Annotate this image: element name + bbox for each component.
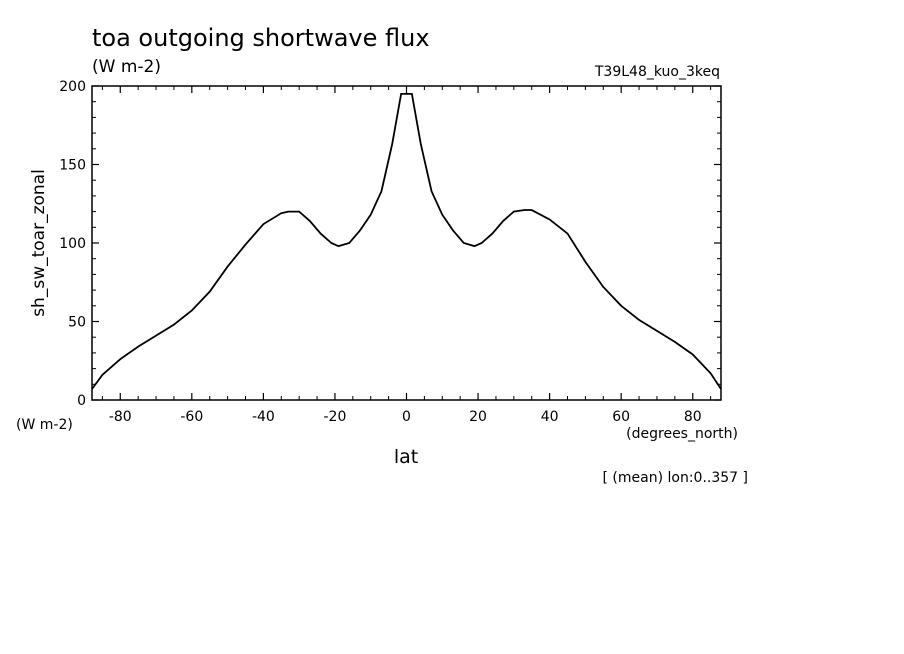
y-tick-labels: 0 50 100 150 200 — [59, 79, 86, 409]
x-axis-label: lat — [394, 446, 418, 468]
x-tick-label: -80 — [109, 409, 132, 425]
plot-frame — [91, 85, 722, 401]
y-axis-units: (W m-2) — [16, 417, 73, 433]
averaging-note: [ (mean) lon:0..357 ] — [603, 470, 748, 486]
y-tick-label: 150 — [59, 158, 86, 174]
x-tick-labels: -80 -60 -40 -20 0 20 40 60 80 — [109, 409, 702, 425]
x-tick-label: 40 — [541, 409, 559, 425]
series-line — [91, 92, 722, 390]
x-tick-label: 60 — [612, 409, 630, 425]
x-axis-units: (degrees_north) — [626, 426, 738, 442]
tick-marks — [92, 85, 721, 401]
experiment-label: T39L48_kuo_3keq — [594, 64, 720, 80]
x-tick-label: -20 — [324, 409, 347, 425]
y-tick-label: 0 — [77, 393, 86, 409]
x-tick-label: 80 — [684, 409, 702, 425]
y-tick-label: 200 — [59, 79, 86, 95]
y-axis-label: sh_sw_toar_zonal — [29, 169, 49, 317]
x-tick-label: 20 — [469, 409, 487, 425]
x-tick-label: -40 — [252, 409, 275, 425]
chart-units: (W m-2) — [92, 57, 161, 77]
y-tick-label: 50 — [68, 315, 86, 331]
y-tick-label: 100 — [59, 236, 86, 252]
chart-title: toa outgoing shortwave flux — [92, 24, 430, 52]
x-tick-label: -60 — [180, 409, 203, 425]
x-tick-label: 0 — [402, 409, 411, 425]
